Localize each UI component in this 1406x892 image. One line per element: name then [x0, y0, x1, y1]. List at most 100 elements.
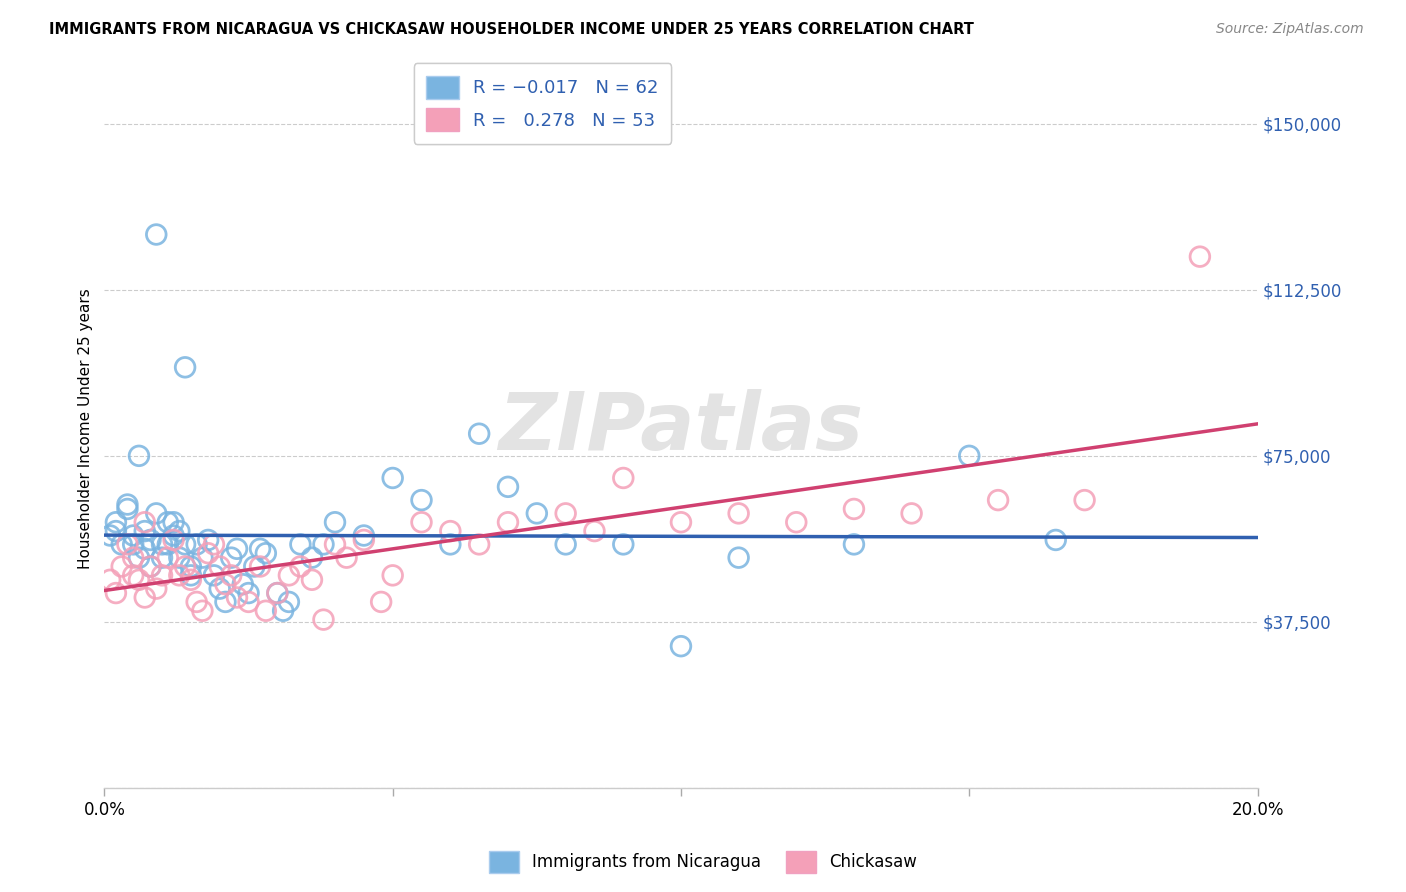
- Point: [370, 595, 392, 609]
- Legend: Immigrants from Nicaragua, Chickasaw: Immigrants from Nicaragua, Chickasaw: [482, 845, 924, 880]
- Text: IMMIGRANTS FROM NICARAGUA VS CHICKASAW HOUSEHOLDER INCOME UNDER 25 YEARS CORRELA: IMMIGRANTS FROM NICARAGUA VS CHICKASAW H…: [49, 22, 974, 37]
- Point: [139, 559, 162, 574]
- Point: [277, 595, 299, 609]
- Point: [957, 449, 980, 463]
- Point: [842, 502, 865, 516]
- Point: [1073, 493, 1095, 508]
- Point: [104, 524, 127, 538]
- Point: [214, 577, 236, 591]
- Point: [202, 568, 225, 582]
- Point: [104, 586, 127, 600]
- Point: [169, 568, 191, 582]
- Point: [202, 537, 225, 551]
- Point: [134, 524, 156, 538]
- Point: [612, 471, 634, 485]
- Point: [134, 591, 156, 605]
- Point: [1188, 250, 1211, 264]
- Point: [191, 550, 214, 565]
- Point: [169, 550, 191, 565]
- Point: [174, 360, 197, 375]
- Point: [180, 559, 202, 574]
- Point: [1045, 533, 1067, 547]
- Point: [249, 559, 271, 574]
- Point: [312, 537, 335, 551]
- Point: [174, 559, 197, 574]
- Point: [277, 568, 299, 582]
- Point: [411, 515, 433, 529]
- Point: [139, 533, 162, 547]
- Point: [301, 573, 323, 587]
- Point: [254, 604, 277, 618]
- Point: [117, 498, 139, 512]
- Point: [174, 537, 197, 551]
- Point: [238, 595, 260, 609]
- Point: [98, 528, 121, 542]
- Point: [554, 507, 576, 521]
- Point: [266, 586, 288, 600]
- Point: [197, 533, 219, 547]
- Point: [612, 537, 634, 551]
- Point: [122, 568, 145, 582]
- Point: [111, 537, 134, 551]
- Point: [290, 559, 312, 574]
- Point: [353, 528, 375, 542]
- Point: [335, 550, 357, 565]
- Point: [214, 595, 236, 609]
- Point: [145, 227, 167, 242]
- Point: [117, 502, 139, 516]
- Point: [156, 537, 179, 551]
- Point: [104, 515, 127, 529]
- Point: [169, 524, 191, 538]
- Point: [122, 550, 145, 565]
- Point: [156, 515, 179, 529]
- Point: [111, 559, 134, 574]
- Point: [468, 537, 491, 551]
- Point: [122, 537, 145, 551]
- Point: [186, 537, 208, 551]
- Point: [156, 550, 179, 565]
- Point: [186, 595, 208, 609]
- Point: [145, 582, 167, 596]
- Point: [290, 537, 312, 551]
- Point: [496, 480, 519, 494]
- Y-axis label: Householder Income Under 25 years: Householder Income Under 25 years: [79, 288, 93, 568]
- Text: Source: ZipAtlas.com: Source: ZipAtlas.com: [1216, 22, 1364, 37]
- Point: [98, 573, 121, 587]
- Point: [145, 507, 167, 521]
- Point: [150, 568, 173, 582]
- Point: [162, 528, 184, 542]
- Point: [727, 507, 749, 521]
- Point: [987, 493, 1010, 508]
- Point: [249, 541, 271, 556]
- Point: [381, 471, 404, 485]
- Point: [180, 568, 202, 582]
- Point: [301, 550, 323, 565]
- Point: [583, 524, 606, 538]
- Point: [162, 533, 184, 547]
- Point: [162, 515, 184, 529]
- Point: [727, 550, 749, 565]
- Point: [134, 515, 156, 529]
- Point: [150, 537, 173, 551]
- Point: [669, 515, 692, 529]
- Point: [254, 546, 277, 560]
- Point: [785, 515, 807, 529]
- Point: [134, 541, 156, 556]
- Text: ZIPatlas: ZIPatlas: [499, 389, 863, 467]
- Point: [180, 573, 202, 587]
- Point: [439, 524, 461, 538]
- Point: [150, 550, 173, 565]
- Point: [842, 537, 865, 551]
- Point: [271, 604, 294, 618]
- Point: [669, 639, 692, 653]
- Point: [900, 507, 922, 521]
- Point: [232, 577, 254, 591]
- Point: [117, 537, 139, 551]
- Point: [439, 537, 461, 551]
- Point: [266, 586, 288, 600]
- Point: [219, 550, 242, 565]
- Point: [226, 591, 249, 605]
- Point: [554, 537, 576, 551]
- Point: [323, 537, 346, 551]
- Point: [128, 573, 150, 587]
